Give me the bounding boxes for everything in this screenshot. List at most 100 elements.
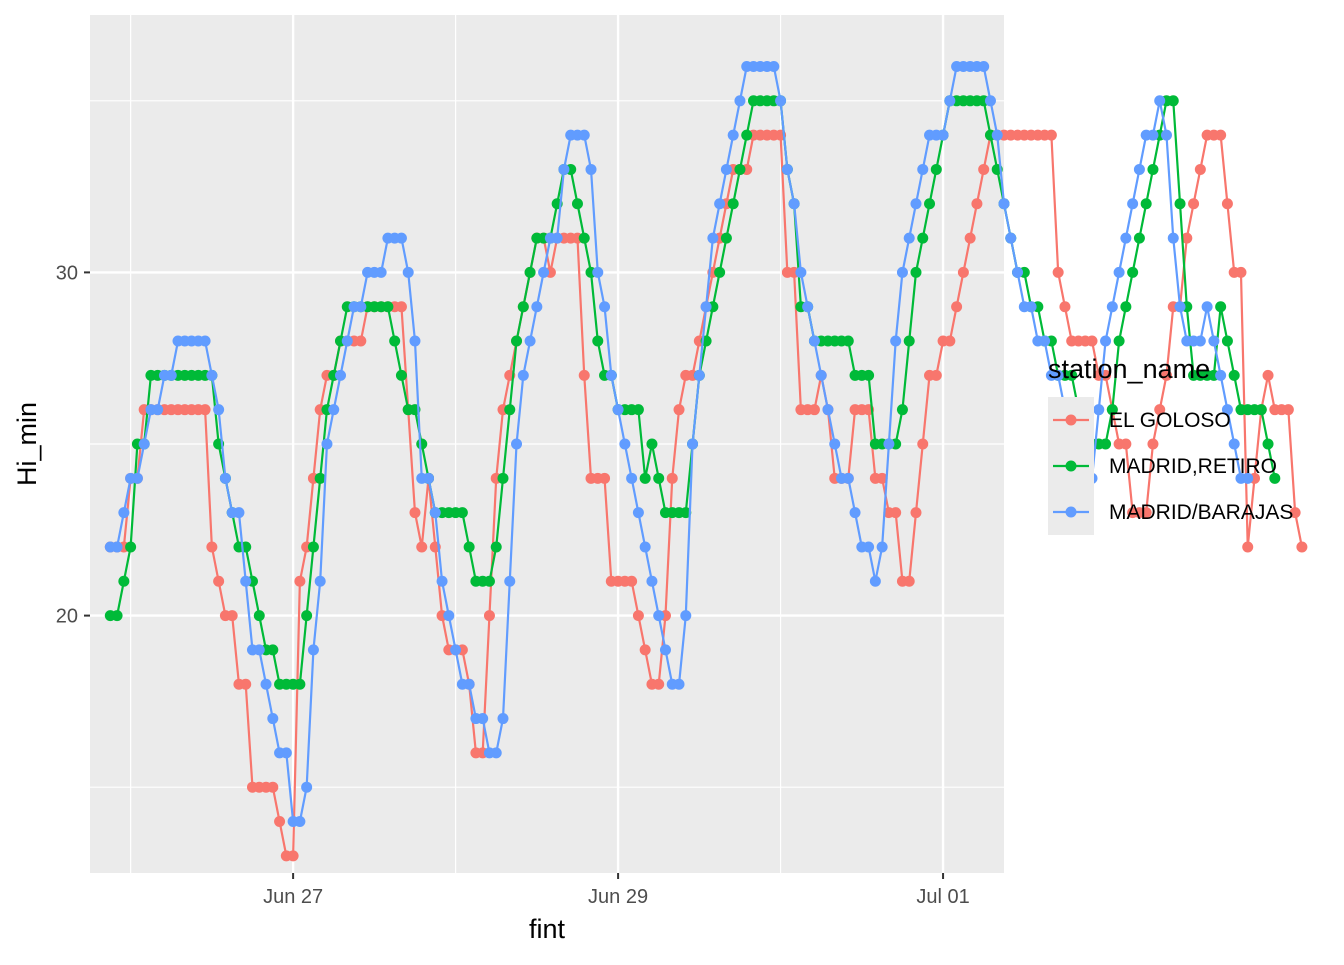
data-point [1025,301,1037,313]
data-point [389,335,401,347]
data-point [1194,335,1206,347]
data-point [890,335,902,347]
y-tick-label: 20 [56,606,78,628]
data-point [1255,404,1267,416]
data-point [294,816,306,828]
legend-title: station_name [1048,354,1210,384]
data-point [111,541,123,553]
data-point [1215,369,1227,381]
data-point [592,266,604,278]
data-point [253,644,265,656]
data-point [199,335,211,347]
data-point [395,301,407,313]
data-point [1147,129,1159,141]
data-point [416,438,428,450]
data-point [118,507,130,519]
data-point [409,507,421,519]
data-point [1221,404,1233,416]
data-point [274,816,286,828]
data-point [632,610,644,622]
data-point [653,472,665,484]
data-point [253,610,265,622]
data-point [335,369,346,381]
data-point [199,404,211,416]
data-point [456,507,468,519]
data-point [524,266,536,278]
data-point [653,610,665,622]
data-point [1221,335,1233,347]
data-point [294,575,306,587]
data-point [1100,438,1112,450]
y-tick-label: 30 [56,262,78,284]
data-point [240,575,252,587]
data-point [443,610,455,622]
data-point [1181,232,1193,244]
data-point [876,541,888,553]
data-point [206,541,218,553]
data-point [822,404,834,416]
data-point [267,713,279,725]
data-point [944,335,956,347]
data-point [781,163,793,175]
data-point [165,369,177,381]
data-point [375,266,387,278]
data-point [1140,507,1152,519]
data-point [226,610,238,622]
data-point [639,644,651,656]
data-point [138,438,150,450]
y-axis-label: Hi_min [12,402,42,486]
data-point [903,232,915,244]
data-point [531,301,543,313]
data-point [734,163,746,175]
data-point [294,678,306,690]
data-point [639,472,651,484]
data-point [578,232,590,244]
data-point [1039,335,1051,347]
data-point [951,301,963,313]
data-point [1120,301,1132,313]
data-point [382,301,394,313]
data-point [646,575,658,587]
data-point [1113,266,1125,278]
data-point [1100,335,1112,347]
data-point [111,610,123,622]
data-point [612,404,624,416]
data-point [659,644,671,656]
data-point [924,198,936,210]
data-point [741,129,753,141]
data-point [734,95,746,107]
data-point [511,438,523,450]
legend-label: EL GOLOSO [1109,409,1231,432]
data-point [1242,541,1254,553]
data-point [1140,198,1152,210]
data-point [720,232,732,244]
data-point [1005,232,1017,244]
data-point [626,575,638,587]
data-point [666,472,678,484]
data-point [341,335,353,347]
data-point [869,575,881,587]
legend-key-point [1065,414,1077,426]
data-point [910,507,922,519]
data-point [497,472,509,484]
data-point [903,335,915,347]
data-point [842,472,854,484]
data-point [118,575,130,587]
data-point [260,678,272,690]
data-point [714,198,726,210]
data-point [578,369,590,381]
data-point [1066,369,1078,381]
data-point [1045,129,1057,141]
data-point [998,198,1010,210]
data-point [632,404,644,416]
data-point [896,404,908,416]
data-point [585,163,597,175]
data-point [1167,95,1179,107]
data-point [930,163,942,175]
data-point [626,472,638,484]
data-point [1296,541,1308,553]
data-point [775,95,787,107]
data-point [213,575,225,587]
data-point [842,335,854,347]
